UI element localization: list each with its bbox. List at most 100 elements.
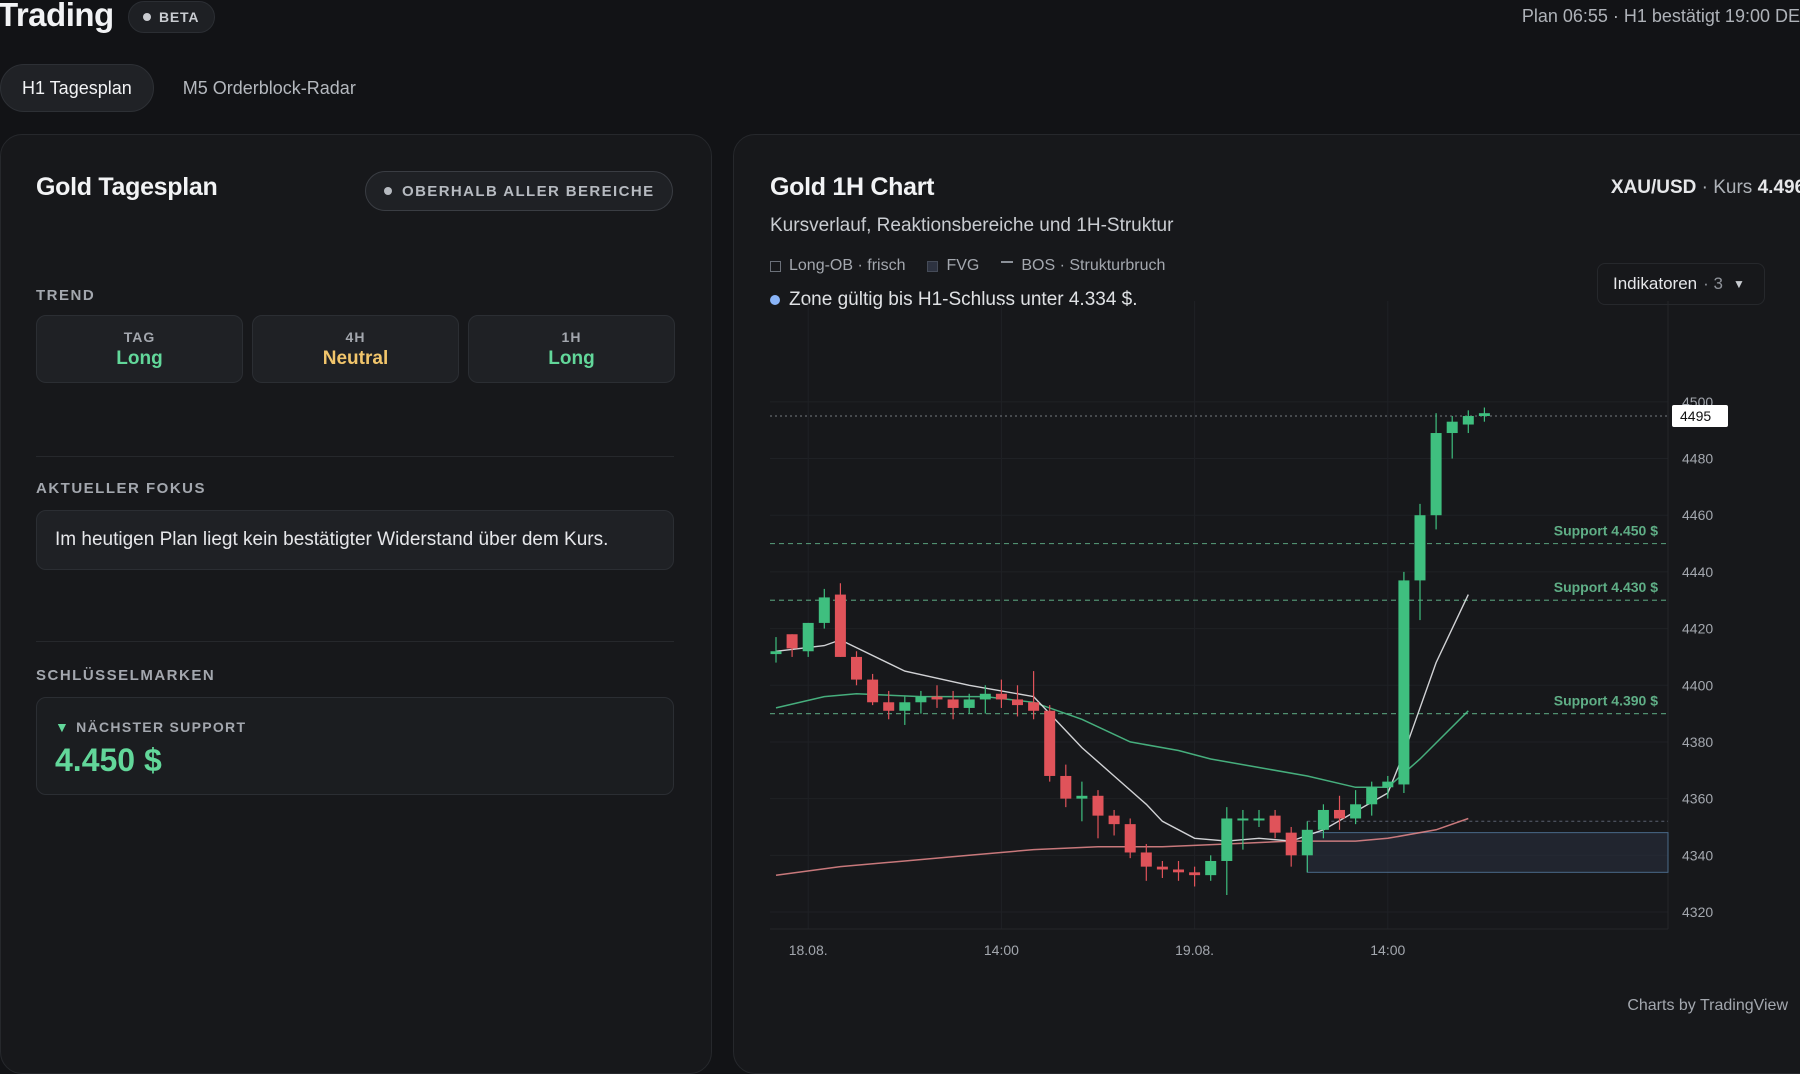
candle-body: [1382, 781, 1394, 788]
y-tick-label: 4360: [1682, 791, 1713, 807]
position-status-badge: OBERHALB ALLER BEREICHE: [365, 171, 674, 211]
candle-body: [1124, 824, 1136, 853]
x-tick-label: 19.08.: [1175, 942, 1214, 958]
candle-body: [1156, 866, 1168, 870]
chart-panel: Gold 1H Chart XAU/USD · Kurs 4.496 $ Kur…: [733, 134, 1800, 1074]
candle-body: [1189, 872, 1201, 876]
candle-body: [1414, 515, 1426, 581]
candle-body: [802, 622, 814, 652]
candle: [1092, 790, 1104, 839]
candle: [1334, 795, 1345, 830]
candle: [867, 673, 879, 706]
candle-body: [1012, 699, 1023, 706]
candle: [1044, 705, 1056, 782]
trend-timeframe: 1H: [561, 328, 582, 345]
candle: [851, 651, 862, 686]
candle-body: [1285, 832, 1297, 856]
price-label: Kurs: [1713, 177, 1753, 198]
candle: [1350, 790, 1362, 825]
candle-body: [1478, 413, 1490, 417]
candle: [1028, 671, 1040, 720]
view-tabs: H1 Tagesplan M5 Orderblock-Radar: [0, 64, 377, 112]
candle-body: [1334, 809, 1345, 819]
candle: [1189, 866, 1201, 887]
legend-label: BOS · Strukturbruch: [1021, 257, 1166, 274]
ma-slow-line: [775, 817, 1469, 876]
last-price-tag: [1672, 405, 1728, 428]
candle: [1253, 809, 1265, 827]
candle-body: [1173, 869, 1184, 873]
candle-body: [1028, 702, 1040, 711]
beta-label: BETA: [159, 9, 200, 25]
support-line-label: Support 4.450 $: [1554, 523, 1658, 539]
candle-body: [899, 702, 911, 711]
zone-validity-note: Zone gültig bis H1-Schluss unter 4.334 $…: [770, 289, 1138, 311]
trend-card-1h: 1H Long: [468, 315, 675, 383]
candle-body: [1398, 580, 1410, 785]
candle-body: [1060, 775, 1072, 799]
candle: [1060, 764, 1072, 808]
candle: [883, 690, 895, 720]
zone-note-text: Zone gültig bis H1-Schluss unter 4.334 $…: [789, 289, 1138, 310]
candle-body: [1430, 433, 1442, 516]
candle-body: [883, 702, 895, 711]
candle: [1205, 855, 1217, 881]
candle: [899, 696, 911, 725]
candle: [1285, 826, 1297, 867]
beta-dot-icon: [143, 13, 151, 21]
price-chart[interactable]: Support 4.450 $ Support 4.430 $ Support 4.…: [734, 135, 1800, 1065]
candle-body: [915, 696, 927, 703]
x-tick-label: 14:00: [984, 942, 1019, 958]
legend-label: FVG: [946, 257, 980, 274]
trend-timeframe: 4H: [345, 328, 366, 345]
candle: [1317, 804, 1329, 839]
y-tick-label: 4460: [1682, 507, 1713, 523]
candle-body: [1092, 795, 1104, 816]
candle-body: [1237, 818, 1249, 821]
y-tick-label: 4440: [1682, 564, 1713, 580]
indicators-label: Indikatoren: [1613, 274, 1698, 293]
status-badge-label: OBERHALB ALLER BEREICHE: [402, 182, 655, 200]
section-divider: [36, 641, 674, 642]
beta-badge: BETA: [128, 1, 216, 33]
indicators-dropdown[interactable]: Indikatoren · 3 ▼: [1597, 263, 1765, 305]
candle-body: [1301, 829, 1313, 856]
candle: [1012, 685, 1023, 717]
outline-square-icon: [770, 260, 781, 272]
ma-mid-line: [775, 693, 1469, 789]
legend-label: Long-OB · frisch: [789, 257, 906, 274]
legend-long-ob: Long-OB · frisch: [770, 257, 905, 275]
candle: [770, 637, 782, 663]
top-bar: Trading BETA Plan 06:55 · H1 bestätigt 1…: [0, 0, 1800, 52]
trend-card-4h: 4H Neutral: [252, 315, 459, 383]
candle: [1173, 860, 1184, 881]
candle-body: [1269, 815, 1281, 833]
candle-body: [770, 651, 782, 655]
tab-m5-orderblock-radar[interactable]: M5 Orderblock-Radar: [182, 77, 356, 98]
candle: [915, 690, 927, 714]
plan-title: Gold Tagesplan: [36, 173, 218, 201]
filled-square-icon: [927, 260, 939, 272]
candle-body: [1253, 818, 1265, 821]
section-divider: [36, 456, 674, 457]
trend-value: Long: [548, 347, 595, 369]
tradingview-credit[interactable]: Charts by TradingView: [1627, 997, 1788, 1014]
chart-subtitle: Kursverlauf, Reaktionsbereiche und 1H-St…: [770, 215, 1174, 236]
x-tick-label: 18.08.: [789, 942, 828, 958]
candle: [1269, 809, 1281, 839]
candle-body: [1350, 804, 1362, 819]
separator: ·: [1701, 177, 1714, 198]
candle-body: [1446, 421, 1458, 434]
y-tick-label: 4380: [1682, 734, 1713, 750]
x-tick-label: 14:00: [1370, 942, 1405, 958]
y-tick-label: 4480: [1682, 451, 1713, 467]
candle: [786, 634, 798, 657]
next-support-label-text: NÄCHSTER SUPPORT: [76, 719, 247, 735]
candle-body: [851, 656, 862, 680]
next-support-card: ▼ NÄCHSTER SUPPORT 4.450 $: [36, 697, 674, 795]
tab-h1-tagesplan[interactable]: H1 Tagesplan: [0, 64, 154, 112]
candle: [1221, 807, 1233, 895]
candle-body: [1076, 795, 1088, 799]
candle: [931, 685, 943, 708]
next-support-value: 4.450 $: [55, 742, 162, 778]
